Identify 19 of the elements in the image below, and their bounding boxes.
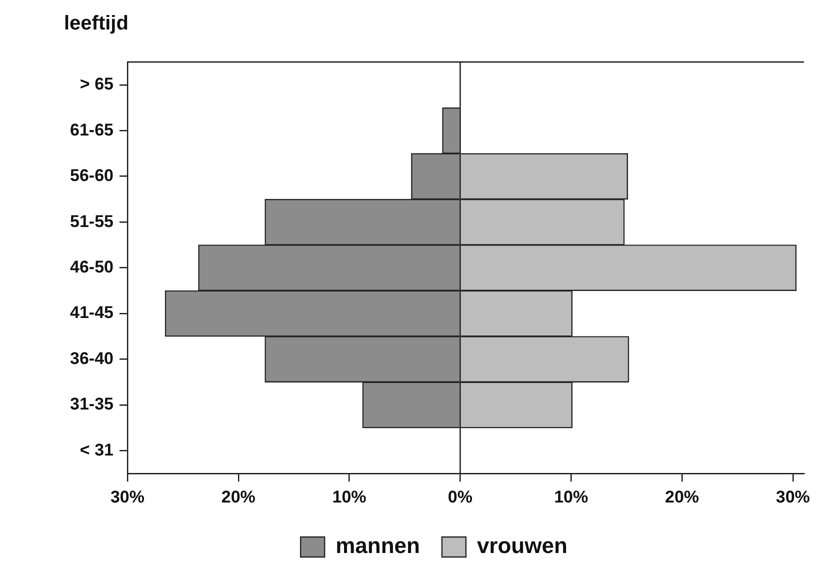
y-tick-label: 41-45 [70, 303, 114, 322]
legend-label: mannen [336, 533, 420, 558]
y-tick-label: 46-50 [70, 257, 114, 276]
x-tick-label: 30% [110, 487, 144, 506]
y-tick-label: 51-55 [70, 212, 114, 231]
y-tick-label: 61-65 [70, 120, 114, 140]
y-tick-label: 36-40 [70, 348, 114, 368]
x-tick-label: 30% [776, 487, 810, 506]
x-tick-label: 0% [448, 487, 472, 506]
x-tick-label: 10% [332, 487, 366, 506]
y-tick-label: 56-60 [70, 166, 114, 186]
x-tick-label: 20% [664, 487, 700, 506]
y-tick-label: 31-35 [70, 394, 114, 414]
x-tick-label: 20% [221, 487, 256, 506]
legend-label: vrouwen [476, 533, 568, 558]
x-tick-label: 10% [554, 487, 588, 506]
y-tick-label: < 31 [80, 440, 114, 460]
y-tick-label: > 65 [80, 74, 114, 94]
y-axis-title: leeftijd [64, 12, 128, 35]
